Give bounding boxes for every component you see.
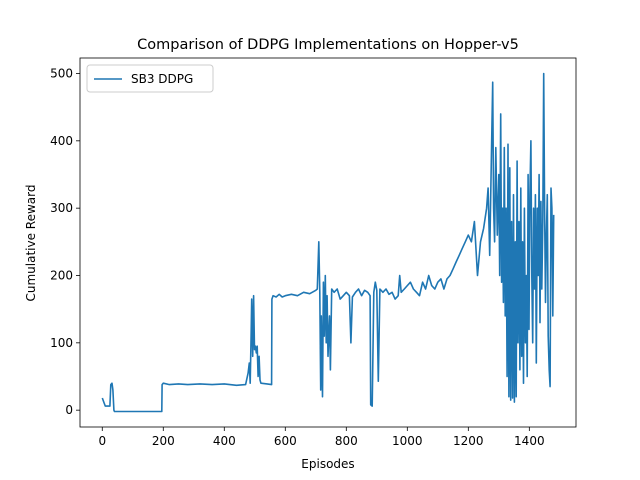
- legend-label-sb3-ddpg: SB3 DDPG: [131, 72, 193, 86]
- x-tick-label: 600: [274, 434, 297, 448]
- plot-frame: [79, 57, 577, 428]
- y-tick-label: 400: [50, 134, 73, 148]
- y-tick-label: 200: [50, 268, 73, 282]
- x-tick-label: 0: [98, 434, 106, 448]
- x-tick-label: 1000: [392, 434, 423, 448]
- y-tick-label: 300: [50, 201, 73, 215]
- x-axis-ticks: 0 200 400 600 800 1000 1200 1400: [98, 427, 545, 448]
- chart-title: Comparison of DDPG Implementations on Ho…: [137, 37, 519, 53]
- x-tick-label: 200: [152, 434, 175, 448]
- plot-area: [79, 57, 577, 428]
- y-axis-ticks: 0 100 200 300 400 500: [50, 66, 80, 417]
- x-tick-label: 1400: [514, 434, 545, 448]
- x-tick-label: 800: [335, 434, 358, 448]
- y-tick-label: 100: [50, 336, 73, 350]
- legend-box: [86, 64, 214, 93]
- y-axis-label: Cumulative Reward: [24, 185, 38, 302]
- x-tick-label: 400: [213, 434, 236, 448]
- y-tick-label: 0: [65, 403, 73, 417]
- legend: SB3 DDPG: [86, 64, 214, 93]
- series-line-0: [101, 72, 555, 413]
- x-axis-label: Episodes: [301, 457, 354, 471]
- series-line-layer: [101, 72, 555, 413]
- y-tick-label: 500: [50, 66, 73, 80]
- x-tick-label: 1200: [453, 434, 484, 448]
